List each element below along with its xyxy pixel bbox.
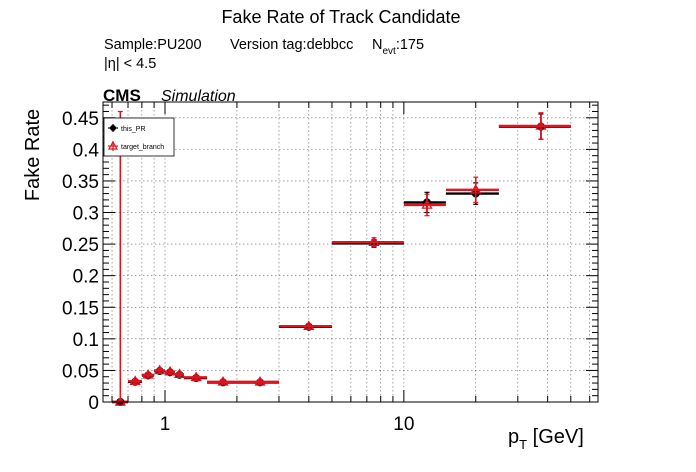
- legend-box: [103, 117, 175, 157]
- data-point: [278, 320, 332, 331]
- point-marker: [535, 120, 547, 130]
- data-point: [207, 376, 237, 386]
- point-marker: [303, 320, 315, 331]
- x-tick-label: 1: [160, 414, 171, 435]
- y-axis-title: Fake Rate: [22, 109, 44, 201]
- point-marker: [129, 375, 141, 385]
- data-point: [236, 376, 279, 386]
- data-point: [154, 364, 166, 375]
- series-this-PR: [112, 113, 571, 406]
- y-tick-label: 0.3: [73, 204, 99, 225]
- y-tick-label: 0.2: [73, 267, 99, 288]
- data-point: [128, 375, 142, 385]
- x-axis-title-main: p: [508, 426, 519, 448]
- series-target-branch: [112, 110, 571, 406]
- data-point: [183, 371, 208, 382]
- x-axis-title-unit: [GeV]: [527, 426, 584, 448]
- data-point: [164, 365, 176, 376]
- x-axis-title-subscript: T: [519, 437, 527, 452]
- data-point: [173, 368, 186, 379]
- y-tick-label: 0.45: [62, 109, 99, 130]
- y-tick-label: 0.4: [73, 140, 100, 161]
- point-marker: [470, 184, 482, 194]
- legend-marker-this-pr: [110, 125, 116, 131]
- legend-entry-target-branch: target_branch: [107, 140, 164, 151]
- legend-label-target-branch: target_branch: [121, 144, 164, 151]
- point-marker: [164, 365, 176, 376]
- nevt-label: N: [372, 37, 382, 53]
- data-point: [141, 369, 155, 379]
- data-point: [445, 176, 499, 204]
- data-point: [498, 112, 571, 140]
- plot-frame: [102, 101, 599, 403]
- point-marker: [154, 364, 166, 375]
- point-marker: [254, 376, 266, 386]
- y-tick-label: 0: [88, 393, 99, 414]
- nevt-subscript: evt: [382, 46, 396, 57]
- nevt-value: :175: [396, 37, 424, 53]
- grid-lines: [103, 102, 598, 402]
- data-point: [403, 193, 446, 217]
- legend: this_PR target_branch: [103, 117, 175, 157]
- sample-label: Sample:PU200: [104, 37, 202, 53]
- simulation-label: Simulation: [161, 88, 236, 105]
- x-tick-label: 10: [393, 414, 414, 435]
- point-marker: [217, 376, 229, 386]
- data-point: [331, 236, 404, 248]
- y-tick-label: 0.1: [73, 330, 99, 351]
- point-marker: [190, 371, 202, 382]
- cms-label: CMS: [103, 86, 141, 105]
- data-series: [112, 110, 571, 406]
- y-tick-label: 0.25: [62, 235, 99, 256]
- y-tick-label: 0.05: [62, 361, 99, 382]
- x-axis-title: pT [GeV]: [508, 426, 584, 452]
- chart-title: Fake Rate of Track Candidate: [221, 7, 460, 27]
- data-point: [403, 191, 446, 214]
- version-tag-label: Version tag:debbcc: [230, 37, 353, 53]
- legend-label-this-pr: this_PR: [121, 126, 146, 133]
- eta-cut-label: |η| < 4.5: [104, 56, 156, 72]
- sample-info-line: Sample:PU200 Version tag:debbcc Nevt:175: [104, 37, 424, 57]
- point-marker: [173, 368, 186, 379]
- y-tick-label: 0.15: [62, 298, 99, 319]
- point-marker: [368, 236, 380, 247]
- point-marker: [142, 369, 154, 379]
- legend-marker-target-branch: [107, 140, 119, 150]
- point-marker: [114, 396, 126, 406]
- y-tick-label: 0.35: [62, 172, 99, 193]
- point-marker: [421, 199, 433, 209]
- legend-entry-this-pr: this_PR: [108, 124, 146, 133]
